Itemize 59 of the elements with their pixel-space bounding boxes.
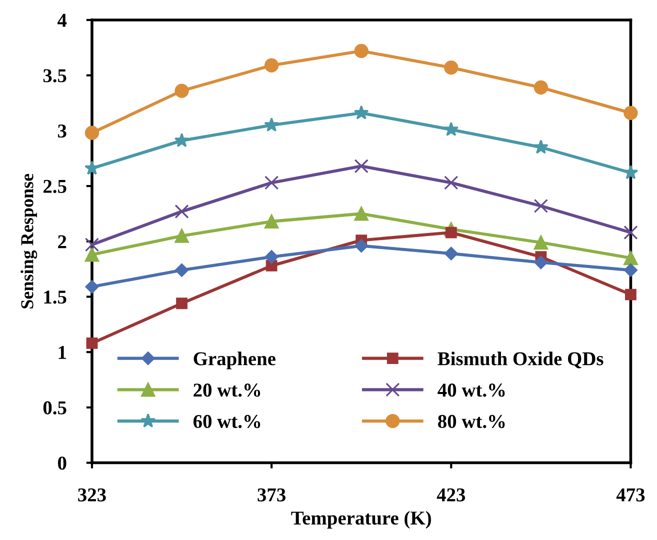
point [264,117,279,132]
point [444,176,458,190]
point [86,338,98,349]
point [266,260,278,272]
point [174,132,190,148]
point [354,159,368,174]
point [354,239,368,253]
point [624,225,638,240]
point [533,140,548,154]
y-axis-title: Sensing Response [20,174,38,308]
x-tick-label: 373 [258,488,286,502]
point [174,204,189,219]
y-tick-label: 3 [58,124,66,138]
legend-label: Graphene [194,352,276,370]
point [354,105,369,120]
y-tick-label: 3.5 [43,69,66,82]
legend-label: 60 wt.% [193,414,260,428]
point [444,60,458,75]
legend-label: 40 wt.% [438,384,505,397]
x-tick-label: 323 [78,488,106,502]
y-tick-label: 2.5 [43,180,66,194]
point [174,84,189,98]
x-tick-label: 473 [616,488,645,502]
y-tick-label: 1 [58,346,66,359]
point [174,228,189,243]
point [84,248,100,262]
point [264,176,279,190]
point [444,122,459,136]
point [264,58,279,72]
legend-label: Bismuth Oxide QDs [438,352,604,368]
y-tick-label: 0.5 [43,401,66,414]
point [625,288,636,300]
legend-label: 20 wt.% [194,384,260,397]
y-tick-label: 4 [58,14,67,27]
point [176,298,188,310]
point [534,80,548,95]
point [354,44,368,58]
point [534,235,548,250]
y-tick-label: 2 [58,235,66,248]
point [84,160,100,175]
point [534,198,548,214]
legend-label: 80 wt.% [438,414,505,428]
point [264,250,278,264]
x-tick-label: 423 [436,488,466,502]
point [623,164,638,180]
point [84,238,100,252]
point [264,214,279,229]
point [534,256,548,270]
point [85,280,99,294]
point [624,250,638,266]
point [444,246,458,260]
point [624,263,638,277]
y-tick-label: 0 [58,456,66,470]
x-axis-title: Temperature (K) [291,510,431,529]
point [624,106,638,120]
point [354,206,368,221]
point [84,126,100,140]
point [175,263,188,277]
y-tick-label: 1.5 [44,290,66,304]
